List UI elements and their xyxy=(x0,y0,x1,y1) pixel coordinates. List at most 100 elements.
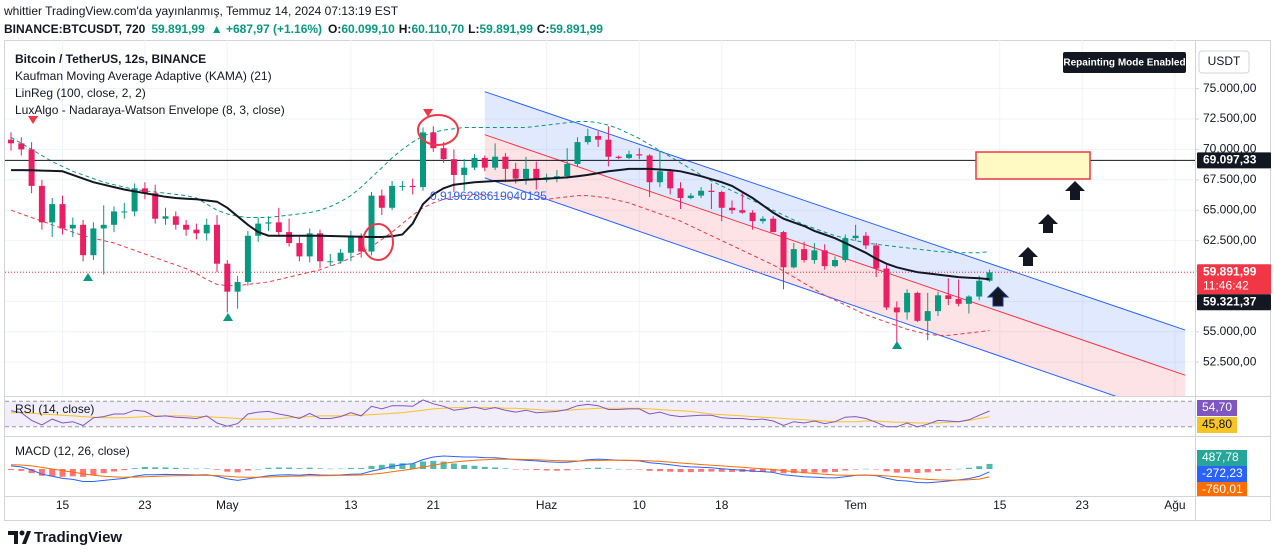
arrow-up xyxy=(1018,247,1038,266)
candle-body xyxy=(986,272,993,281)
candle-body xyxy=(862,235,869,246)
candle-body xyxy=(59,204,66,229)
candle-body xyxy=(327,261,334,263)
macd-histogram-bar xyxy=(893,469,900,473)
macd-histogram-bar xyxy=(306,467,313,469)
candle-body xyxy=(945,295,952,299)
candle-body xyxy=(801,249,808,261)
envelope-lower xyxy=(10,193,990,336)
badge-text: Repainting Mode Enabled xyxy=(1063,58,1185,69)
x-tick-label: 10 xyxy=(633,498,647,512)
y-tick-label: 67.500,00 xyxy=(1203,172,1257,186)
macd-histogram-bar xyxy=(193,468,200,470)
annotation: 0.9196288619040135 xyxy=(430,189,547,203)
h-value: 60.110,70 xyxy=(411,22,464,36)
rsi-tag: 54,70 xyxy=(1202,400,1232,414)
rsi-tag: 45,80 xyxy=(1202,417,1232,431)
candle-body xyxy=(420,132,426,188)
macd-histogram-bar xyxy=(842,469,849,471)
macd-histogram-bar xyxy=(770,469,777,472)
candle-body xyxy=(759,218,766,222)
hline-label-bg xyxy=(1197,152,1271,169)
logo-mark xyxy=(19,530,25,536)
macd-tag-bg xyxy=(1197,466,1247,482)
x-tick-label: 23 xyxy=(1076,498,1090,512)
macd-histogram-bar xyxy=(172,467,179,469)
macd-histogram-bar xyxy=(564,469,571,471)
y-tick-label: 62.500,00 xyxy=(1203,233,1257,247)
x-tick-label: 23 xyxy=(138,498,152,512)
macd-histogram-bar xyxy=(986,463,993,469)
macd-histogram-bar xyxy=(275,467,282,469)
main-title: Bitcoin / TetherUS, 12s, BINANCE xyxy=(15,52,206,66)
countdown: 11:46:42 xyxy=(1203,278,1249,292)
x-tick-label: Ağu xyxy=(1164,498,1185,512)
candle-body xyxy=(636,154,643,156)
legend-envelope: LuxAlgo - Nadaraya-Watson Envelope (8, 3… xyxy=(15,103,285,117)
macd-histogram-bar xyxy=(924,469,931,473)
macd-histogram-bar xyxy=(358,467,365,469)
y-tick-label: 55.000,00 xyxy=(1203,324,1257,338)
candle-body xyxy=(687,195,694,199)
macd-histogram-bar xyxy=(255,469,262,470)
macd-histogram-bar xyxy=(100,469,107,474)
candle-body xyxy=(162,216,169,219)
candle-body xyxy=(244,235,251,282)
candle-body xyxy=(224,263,231,292)
candle-body xyxy=(296,243,303,257)
macd-histogram-bar xyxy=(440,461,447,469)
candle-body xyxy=(399,185,406,187)
macd-histogram-bar xyxy=(18,469,25,471)
candle-body xyxy=(605,139,612,157)
macd-histogram-bar xyxy=(90,469,97,476)
publisher: whittier TradingView.com'da yayınlanmış,… xyxy=(3,4,399,18)
macd-tag-bg xyxy=(1197,450,1247,466)
candle-body xyxy=(883,268,890,308)
pivot-up xyxy=(892,341,902,349)
currency[interactable]: USDT xyxy=(1208,54,1241,68)
macd-histogram-bar xyxy=(492,467,499,469)
macd-histogram-bar xyxy=(780,469,787,474)
x-tick-label: May xyxy=(216,498,239,512)
macd-histogram-bar xyxy=(234,469,241,473)
macd-histogram-bar xyxy=(244,469,251,471)
candle-body xyxy=(677,188,684,199)
candle-body xyxy=(564,164,571,177)
macd-histogram-bar xyxy=(69,469,76,477)
macd-histogram-bar xyxy=(595,467,602,469)
arrow-up xyxy=(1065,181,1085,200)
x-tick-label: 13 xyxy=(344,498,358,512)
candle-body xyxy=(749,212,756,222)
candle-body xyxy=(718,191,725,208)
candle-body xyxy=(28,149,35,186)
macd-histogram-bar xyxy=(935,469,941,472)
candle-body xyxy=(790,249,797,268)
currency-button[interactable] xyxy=(1198,50,1250,74)
macd-tag: 487,78 xyxy=(1202,450,1239,464)
candle-body xyxy=(461,167,468,175)
macd-histogram-bar xyxy=(420,461,426,469)
candle-body xyxy=(553,176,560,178)
macd-histogram-bar xyxy=(296,468,303,469)
macd-histogram-bar xyxy=(852,469,859,470)
macd-histogram-bar xyxy=(152,467,159,469)
x-tick-label: 15 xyxy=(993,498,1007,512)
candle-body xyxy=(152,193,159,219)
candle-body xyxy=(832,260,838,267)
macd-histogram-bar xyxy=(656,469,663,472)
macd-histogram-bar xyxy=(59,469,66,477)
candle-body xyxy=(265,222,272,224)
footer: TradingView xyxy=(34,529,122,546)
candle-body xyxy=(358,235,365,252)
macd-histogram-bar xyxy=(687,469,694,473)
logo: TradingView xyxy=(8,529,122,546)
y-tick-label: 52.500,00 xyxy=(1203,354,1257,368)
candle-body xyxy=(337,252,344,262)
macd-histogram-bar xyxy=(955,468,962,470)
candle-body xyxy=(965,296,972,304)
macd-histogram-bar xyxy=(481,466,488,469)
macd-histogram-bar xyxy=(131,468,138,469)
macd-histogram-bar xyxy=(214,469,220,470)
candle-body xyxy=(852,235,859,239)
candle-body xyxy=(955,298,962,304)
